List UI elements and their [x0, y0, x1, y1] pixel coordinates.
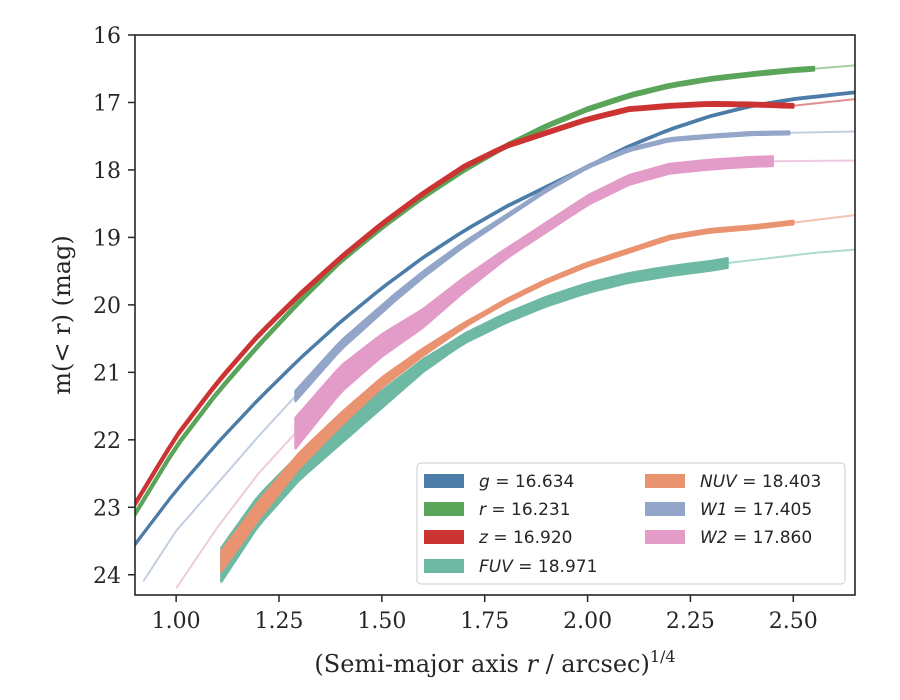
series-w2-observed-band	[294, 155, 774, 450]
y-tick-label: 24	[93, 564, 121, 589]
legend-swatch-r	[424, 502, 464, 516]
series-fuv-observed-band	[220, 257, 729, 583]
x-tick-label: 2.00	[563, 609, 612, 634]
x-axis-label: (Semi-major axis r / arcsec)1/4	[314, 647, 675, 678]
y-tick-label: 23	[93, 496, 121, 521]
y-tick-label: 17	[93, 91, 121, 116]
series-z	[135, 98, 855, 507]
y-tick-label: 20	[93, 294, 121, 319]
x-axis: 1.00 1.25 1.50 1.75 2.00 2.25 2.50	[152, 595, 818, 634]
legend-swatch-w1	[645, 502, 685, 516]
legend-swatch-z	[424, 530, 464, 544]
legend-label-nuv: NUV = 18.403	[700, 472, 821, 492]
x-tick-label: 1.25	[255, 609, 304, 634]
legend-frame	[416, 462, 846, 585]
y-tick-label: 18	[93, 159, 121, 184]
legend-swatch-nuv	[645, 474, 685, 488]
y-tick-label: 21	[93, 361, 121, 386]
y-tick-label: 22	[93, 429, 121, 454]
y-tick-label: 16	[93, 24, 121, 49]
x-tick-label: 1.75	[460, 609, 509, 634]
series-fuv	[220, 248, 855, 583]
legend-label-w2: W2 = 17.860	[700, 528, 812, 548]
series-nuv	[220, 214, 855, 573]
legend-swatch-g	[424, 474, 464, 488]
y-axis-label: m(< r) (mag)	[48, 235, 76, 394]
legend-label-w1: W1 = 17.405	[700, 500, 812, 520]
y-axis: 16 17 18 19 20 21 22 23 24	[93, 24, 135, 589]
x-tick-label: 2.25	[666, 609, 715, 634]
legend-label-r: r = 16.231	[479, 500, 571, 520]
x-tick-label: 1.00	[152, 609, 201, 634]
series-z-observed-band	[135, 100, 795, 507]
legend-swatch-w2	[645, 530, 685, 544]
series-g-observed-band	[135, 90, 855, 547]
series-layer	[135, 64, 855, 589]
legend-label-g: g = 16.634	[479, 472, 574, 492]
series-nuv-observed-band	[220, 219, 795, 573]
series-w1-observed-band	[294, 130, 791, 403]
series-g	[135, 90, 855, 547]
legend-label-fuv: FUV = 18.971	[479, 557, 597, 577]
series-w1	[142, 130, 855, 583]
series-w2	[175, 155, 855, 589]
legend-swatch-fuv	[424, 559, 464, 573]
legend: g = 16.634 NUV = 18.403 r = 16.231 W1 = 17.…	[416, 462, 846, 585]
plot-frame	[134, 34, 856, 596]
y-tick-label: 19	[93, 226, 121, 251]
x-tick-label: 1.50	[357, 609, 406, 634]
legend-label-z: z = 16.920	[478, 528, 572, 548]
x-tick-label: 2.50	[769, 609, 818, 634]
